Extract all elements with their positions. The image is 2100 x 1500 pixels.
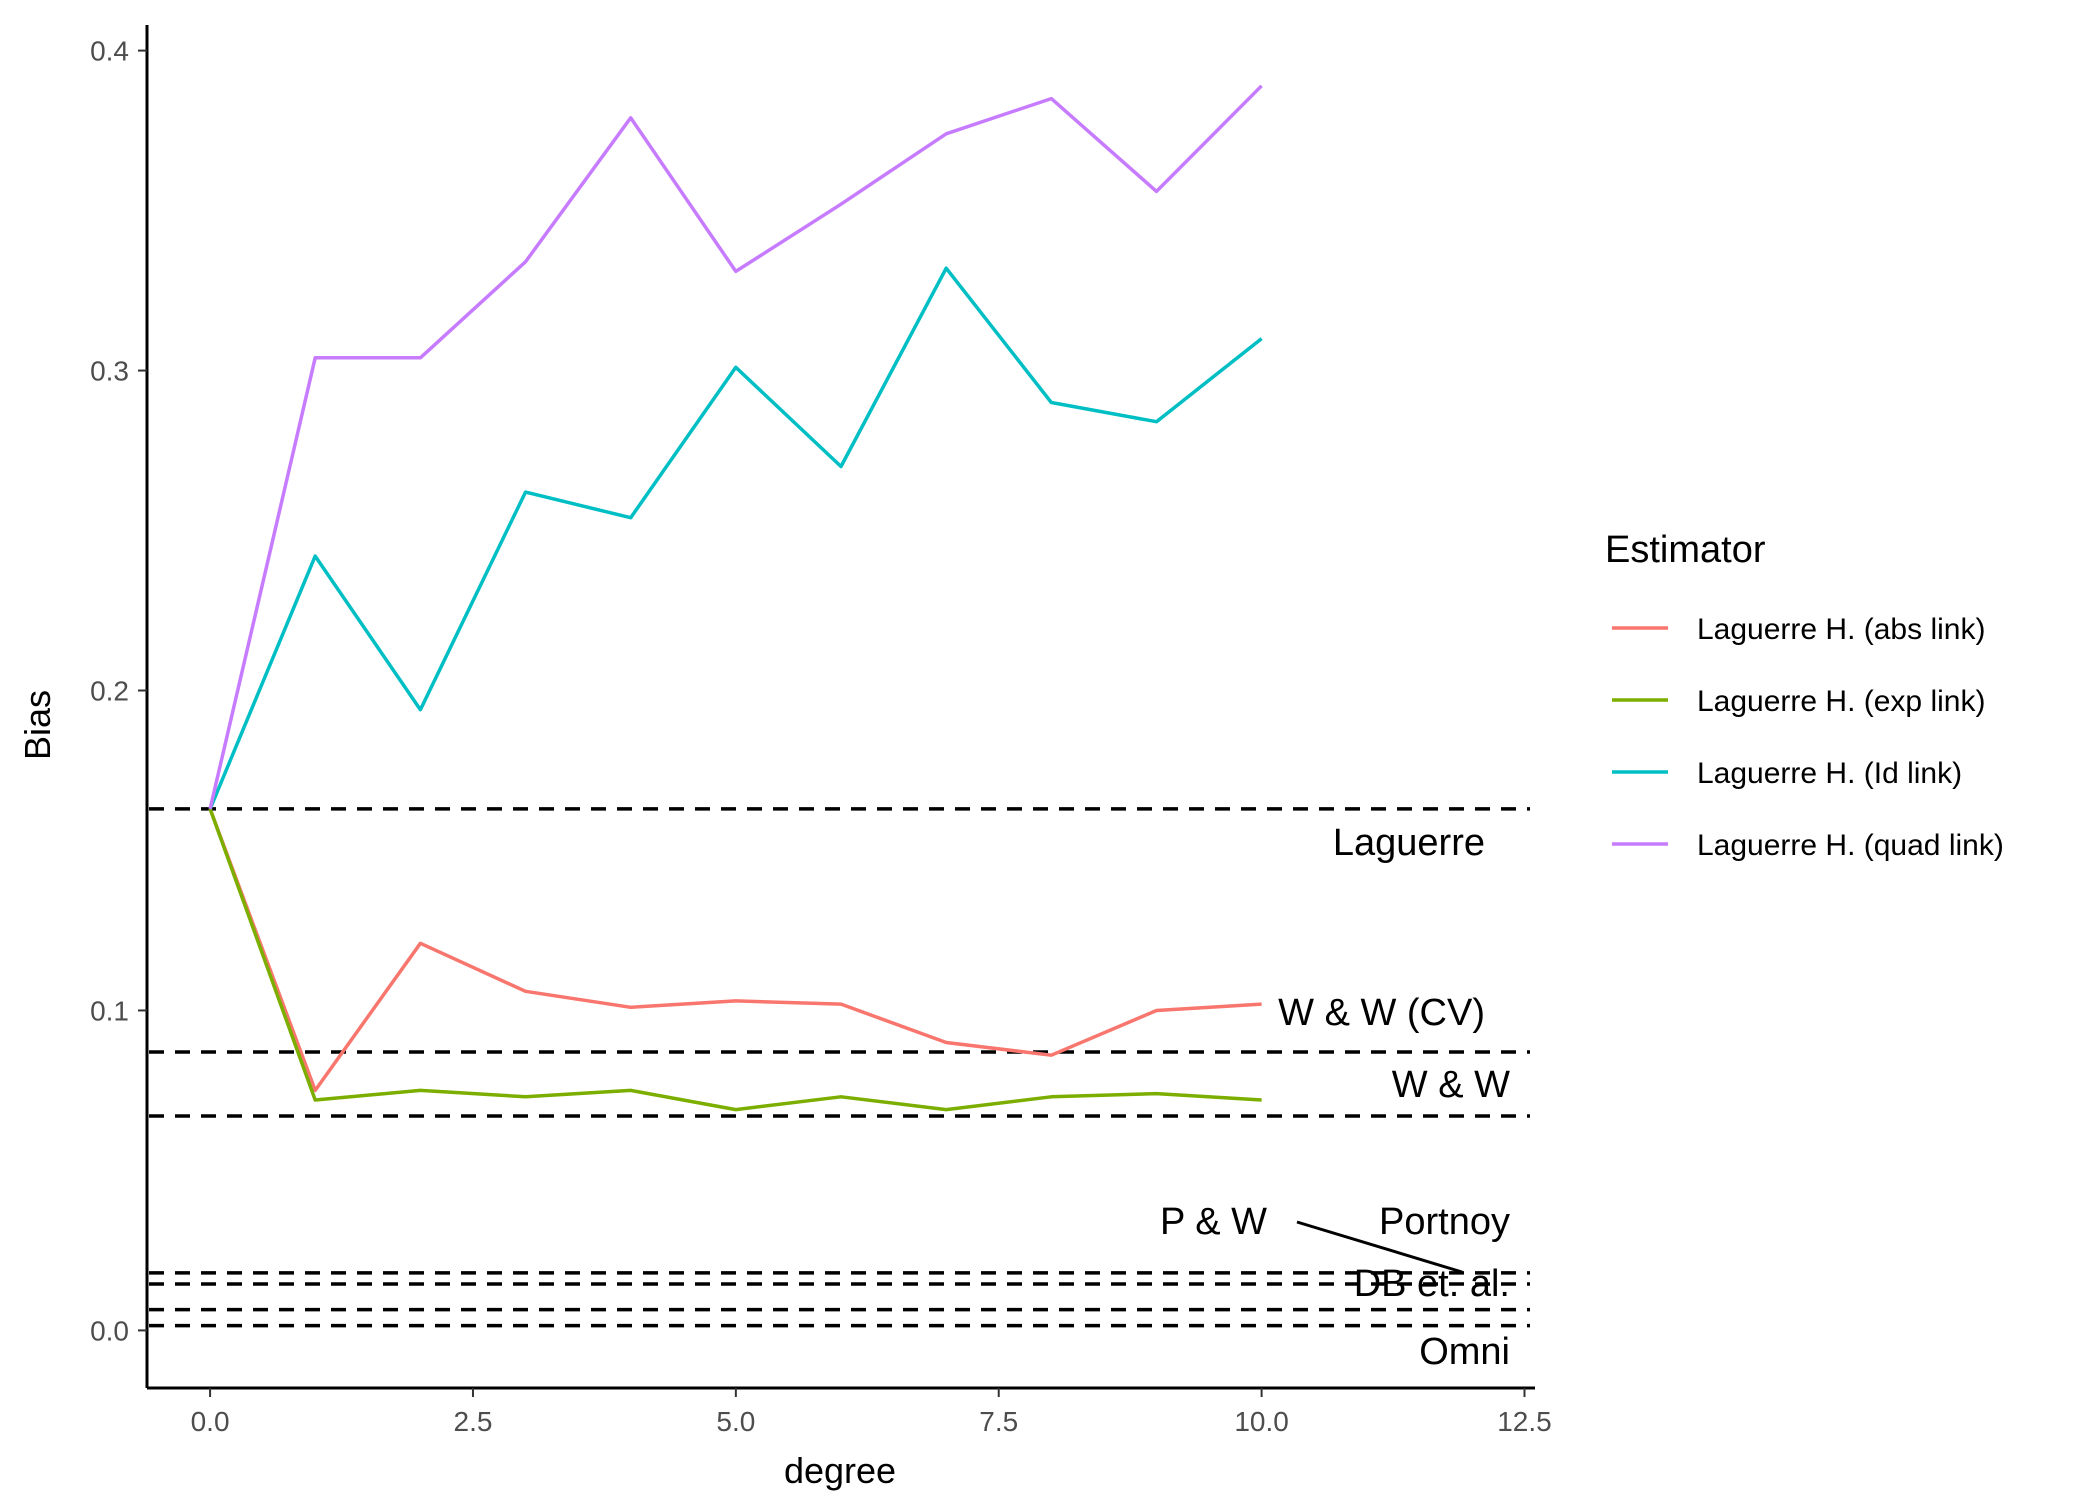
legend-items: Laguerre H. (abs link) Laguerre H. (exp l…: [1612, 613, 2004, 862]
reference-label: W & W (CV): [1278, 992, 1485, 1034]
legend-title: Estimator: [1605, 529, 1766, 571]
y-ticks: 0.0 0.1 0.2 0.3 0.4: [90, 36, 147, 1346]
reference-label: DB et. al.: [1354, 1263, 1510, 1305]
y-tick-label: 0.3: [90, 356, 129, 387]
series-line: [208, 808, 1262, 1112]
legend-label: Laguerre H. (abs link): [1697, 613, 1985, 646]
x-tick-label: 2.5: [454, 1406, 493, 1437]
y-tick-label: 0.1: [90, 995, 129, 1026]
reference-label: Laguerre: [1333, 822, 1485, 864]
y-axis-title: Bias: [17, 690, 58, 760]
reference-label: Portnoy: [1379, 1201, 1510, 1243]
x-axis-title: degree: [784, 1450, 896, 1491]
x-tick-label: 12.5: [1497, 1406, 1552, 1437]
x-tick-label: 0.0: [191, 1406, 230, 1437]
y-tick-label: 0.4: [90, 36, 129, 67]
label-leader-line: [1296, 1220, 1463, 1274]
y-tick-label: 0.2: [90, 676, 129, 707]
x-ticks: 0.0 2.5 5.0 7.5 10.0 12.5: [191, 1388, 1552, 1437]
x-tick-label: 5.0: [716, 1406, 755, 1437]
reference-label: W & W: [1392, 1064, 1510, 1106]
series-line: [208, 266, 1263, 810]
series-line: [208, 808, 1262, 1093]
x-tick-label: 10.0: [1234, 1406, 1289, 1437]
legend: Estimator Laguerre H. (abs link)Laguerre…: [1605, 529, 2004, 862]
series-line: [208, 84, 1263, 810]
reference-labels: Laguerre W & W (CV) W & W Portnoy P & W DB et…: [1160, 822, 1510, 1373]
series-lines: [208, 84, 1263, 1112]
legend-label: Laguerre H. (exp link): [1697, 685, 1985, 718]
x-tick-label: 7.5: [979, 1406, 1018, 1437]
y-tick-label: 0.0: [90, 1315, 129, 1346]
axes: 0.0 2.5 5.0 7.5 10.0 12.5 0.0 0.1 0.2 0.3 0.4: [90, 25, 1552, 1437]
legend-label: Laguerre H. (quad link): [1697, 829, 2004, 862]
legend-label: Laguerre H. (Id link): [1697, 757, 1962, 790]
reference-label: Omni: [1419, 1331, 1510, 1373]
reference-lines: [149, 807, 1530, 1328]
reference-label: P & W: [1160, 1201, 1267, 1243]
